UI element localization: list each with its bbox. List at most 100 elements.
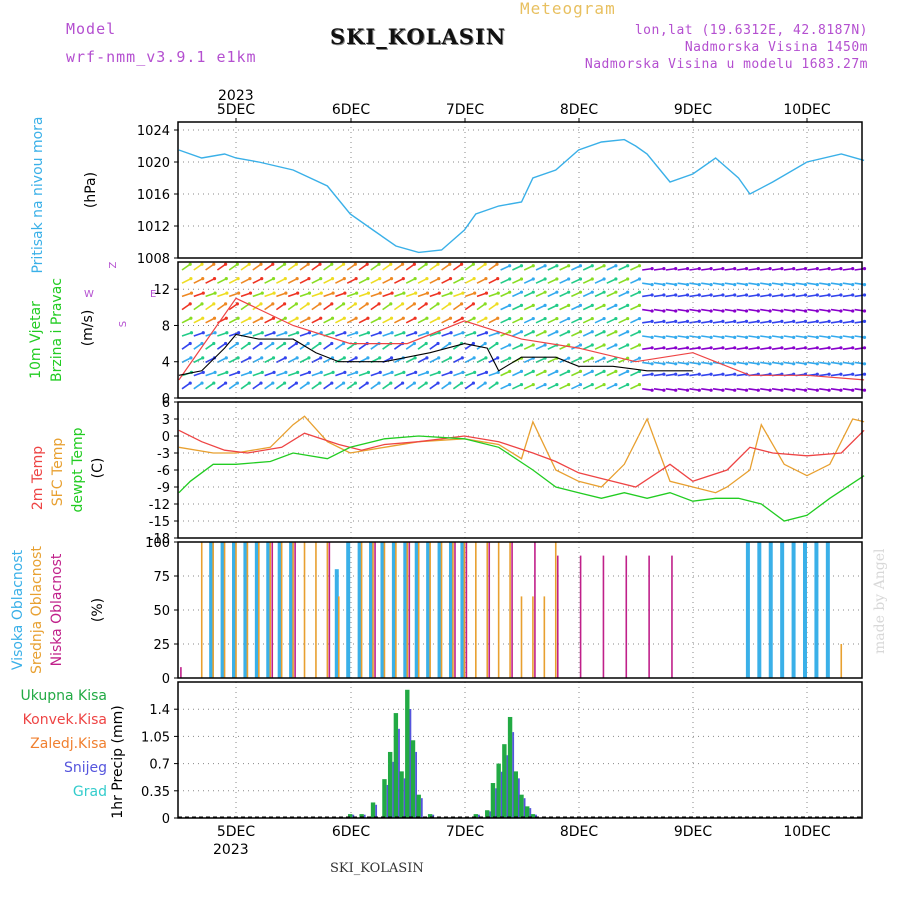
wind-arrow: [181, 292, 192, 298]
wind-arrow: [417, 303, 427, 311]
wind-arrow-head: [650, 362, 654, 366]
wind-arrow-head: [508, 343, 512, 347]
wind-arrow: [712, 388, 724, 391]
wind-arrow: [724, 388, 735, 391]
wind-arrow: [724, 335, 735, 339]
wind-arrow-head: [330, 277, 335, 281]
wind-arrow-head: [650, 293, 654, 297]
cloud-bar-0: [437, 542, 442, 678]
wind-arrow: [382, 263, 392, 271]
wind-arrow: [358, 342, 368, 350]
wind-arrow-head: [508, 303, 512, 307]
wind-arrow-head: [212, 262, 216, 266]
wind-arrow-head: [697, 372, 701, 376]
wind-arrow: [181, 342, 191, 350]
wind-arrow-head: [448, 316, 453, 320]
wind-arrow-head: [803, 346, 808, 350]
wind-arrow: [287, 342, 297, 350]
wind-arrow-head: [733, 309, 737, 313]
wind-arrow-head: [271, 302, 275, 306]
cloud-bar-1: [383, 542, 386, 678]
cloud-bar-2: [408, 542, 411, 678]
wind-arrow-head: [614, 316, 618, 321]
wind-arrow-head: [389, 316, 394, 320]
wind-arrow: [323, 317, 333, 324]
cloud-bar-1: [475, 542, 477, 678]
wind-arrow: [724, 267, 735, 271]
wind-arrow-head: [578, 343, 583, 347]
wind-arrow-head: [296, 291, 300, 295]
wind-arrow-head: [284, 370, 288, 374]
wind-arrow: [689, 320, 700, 324]
wind-arrow-head: [355, 331, 359, 335]
wind-arrow-head: [614, 277, 618, 281]
wind-arrow-head: [792, 335, 796, 339]
wind-arrow-head: [839, 293, 843, 297]
wind-arrow-head: [780, 335, 784, 339]
wind-arrow: [630, 383, 640, 390]
wind-arrow-head: [414, 291, 418, 295]
wind-arrow-head: [780, 293, 784, 297]
wind-arrow-head: [733, 293, 737, 297]
wind-arrow: [370, 382, 380, 390]
wind-arrow-head: [792, 319, 796, 324]
wind-arrow-head: [284, 291, 288, 295]
wind-arrow-head: [792, 267, 796, 271]
wind-arrow-head: [768, 335, 772, 339]
wind-arrow: [287, 317, 298, 324]
wind-arrow-head: [519, 277, 524, 281]
wind-arrow-head: [496, 277, 500, 281]
wind-arrow: [819, 267, 830, 271]
wind-arrow: [370, 317, 381, 324]
wind-arrow: [287, 303, 297, 311]
wind-arrow-head: [662, 267, 666, 271]
wind-arrow-head: [721, 346, 725, 350]
day-label-top-1: 6DEC: [332, 102, 371, 118]
wind-arrow-head: [508, 316, 512, 321]
wind-arrow: [240, 371, 251, 377]
wind-arrow-head: [674, 362, 678, 366]
y-tick-label: 1024: [137, 124, 170, 139]
wind-arrow-head: [815, 319, 819, 324]
wind-arrow: [819, 335, 830, 339]
wind-arrow: [311, 342, 321, 350]
wind-arrow-head: [590, 382, 594, 387]
wind-arrow: [252, 317, 263, 324]
y-tick-label: 1.05: [141, 730, 170, 745]
wind-arrow: [252, 303, 262, 311]
wind-arrow: [335, 292, 346, 298]
wind-arrow-head: [827, 282, 831, 287]
wind-arrow-head: [803, 335, 808, 339]
wind-arrow-head: [378, 356, 382, 360]
wind-arrow-head: [212, 316, 217, 320]
wind-arrow: [559, 317, 570, 324]
y-tick-label: 1020: [137, 156, 170, 171]
wind-arrow: [464, 382, 474, 390]
wind-arrow: [618, 317, 629, 324]
wind-arrow-head: [448, 381, 452, 385]
wind-arrow-head: [685, 267, 690, 271]
wind-arrow: [535, 278, 546, 284]
wind-arrow: [512, 370, 522, 377]
wind-arrow-head: [260, 277, 264, 281]
wind-arrow-head: [402, 370, 406, 374]
wind-arrow: [748, 294, 759, 298]
wind-arrow: [193, 371, 204, 377]
cloud-bar-0: [277, 542, 282, 678]
wind-arrow-head: [472, 316, 476, 320]
wind-arrow-head: [531, 277, 535, 281]
wind-arrow-head: [815, 362, 819, 366]
wind-arrow-head: [839, 388, 843, 392]
wind-arrow: [618, 291, 629, 298]
wind-arrow: [417, 357, 428, 364]
wind-arrow: [193, 263, 203, 271]
wind-arrow: [594, 317, 605, 324]
wind-arrow-head: [626, 330, 630, 334]
wind-arrow: [275, 382, 286, 390]
wind-arrow-head: [697, 319, 701, 324]
precip-snow-bar: [363, 814, 366, 818]
wind-arrow: [618, 304, 629, 311]
wind-arrow: [582, 344, 593, 350]
wind-arrow-head: [188, 302, 192, 306]
wind-arrow-head: [343, 331, 347, 335]
